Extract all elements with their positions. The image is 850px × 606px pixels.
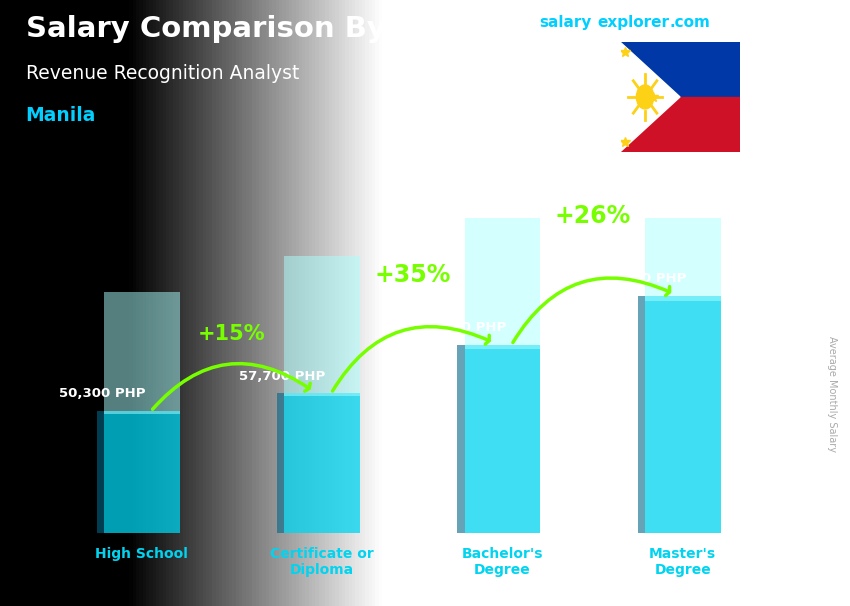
Bar [277,393,284,533]
Text: +35%: +35% [374,263,450,287]
Text: .com: .com [670,15,711,30]
Bar [645,296,721,533]
Text: Salary Comparison By Education: Salary Comparison By Education [26,15,558,43]
Bar [104,411,179,533]
Bar [465,345,541,533]
Polygon shape [620,42,680,152]
Text: 50,300 PHP: 50,300 PHP [59,387,145,401]
Text: 97,800 PHP: 97,800 PHP [600,272,686,285]
Text: explorer: explorer [598,15,670,30]
Text: 77,700 PHP: 77,700 PHP [420,321,506,334]
Bar [638,296,645,533]
Bar [457,345,465,533]
Bar [465,161,541,348]
Bar [645,64,721,301]
Bar [620,42,740,97]
Text: salary: salary [540,15,592,30]
Text: Revenue Recognition Analyst: Revenue Recognition Analyst [26,64,299,82]
Circle shape [637,85,654,109]
Bar [620,97,740,152]
Text: +26%: +26% [554,204,631,228]
Text: Average Monthly Salary: Average Monthly Salary [827,336,837,452]
Bar [97,411,104,533]
Bar [284,393,360,533]
Bar [104,292,179,414]
Bar [284,256,360,396]
Text: Manila: Manila [26,106,96,125]
Text: 57,700 PHP: 57,700 PHP [239,370,326,382]
Text: +15%: +15% [198,324,266,344]
